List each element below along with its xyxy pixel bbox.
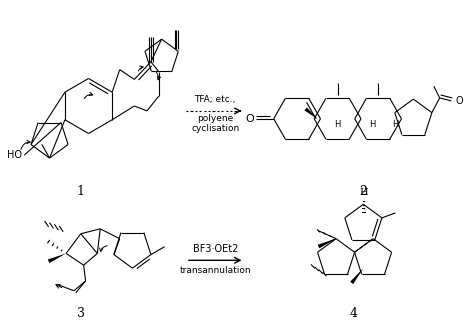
FancyArrowPatch shape: [138, 66, 143, 71]
FancyArrowPatch shape: [21, 140, 30, 150]
Polygon shape: [318, 239, 336, 248]
FancyArrowPatch shape: [100, 246, 107, 252]
Text: TFA; etc.,: TFA; etc.,: [194, 95, 236, 104]
Text: H: H: [359, 188, 368, 197]
Text: H: H: [392, 120, 399, 129]
Polygon shape: [304, 108, 317, 119]
Text: 2: 2: [359, 185, 367, 198]
Polygon shape: [48, 254, 66, 263]
Text: O: O: [455, 96, 463, 106]
FancyArrowPatch shape: [84, 92, 93, 99]
Polygon shape: [350, 268, 363, 284]
Text: 1: 1: [77, 185, 85, 198]
Text: polyene: polyene: [197, 114, 233, 123]
Text: HO: HO: [7, 150, 22, 160]
Text: cyclisation: cyclisation: [191, 124, 240, 133]
Text: transannulation: transannulation: [179, 266, 251, 275]
FancyArrowPatch shape: [156, 72, 161, 80]
Text: BF3·OEt2: BF3·OEt2: [192, 243, 238, 254]
Text: H: H: [335, 120, 341, 129]
Text: 4: 4: [350, 307, 357, 320]
Text: 3: 3: [77, 307, 85, 320]
Text: H: H: [369, 120, 376, 129]
Text: O: O: [245, 114, 254, 124]
